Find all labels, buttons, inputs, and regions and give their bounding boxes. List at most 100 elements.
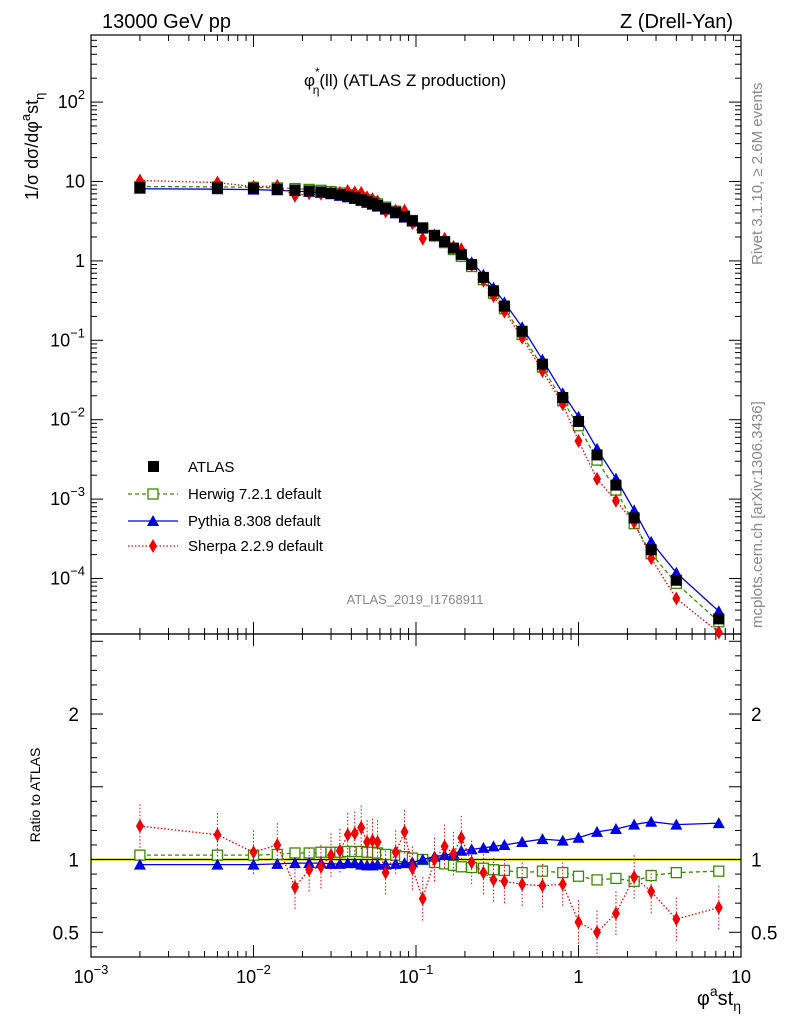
ratio-point-pythia <box>416 853 429 865</box>
main-point-sherpa <box>611 493 620 508</box>
main-point-atlas <box>628 512 640 524</box>
x-tick-label: 10−2 <box>236 962 271 987</box>
main-point-atlas <box>488 285 500 297</box>
main-point-atlas <box>670 574 682 586</box>
ratio-point-pythia <box>487 840 500 852</box>
main-point-atlas <box>406 215 418 227</box>
legend-entry-pythia: Pythia 8.308 default <box>128 513 321 530</box>
ratio-point-sherpa <box>373 835 382 850</box>
ratio-point-sherpa <box>400 824 409 839</box>
main-point-atlas <box>342 190 354 202</box>
ratio-point-sherpa <box>363 835 372 850</box>
main-point-atlas <box>439 236 451 248</box>
ratio-point-herwig <box>455 861 467 873</box>
ratio-point-herwig <box>591 874 603 886</box>
ratio-point-pythia <box>288 857 301 869</box>
header-left: 13000 GeV pp <box>102 11 231 33</box>
main-point-atlas <box>455 249 467 261</box>
main-point-sherpa <box>714 625 723 640</box>
main-y-tick-label: 10−1 <box>50 325 85 350</box>
x-tick-label: 10 <box>731 967 751 987</box>
ratio-point-pythia <box>628 818 641 830</box>
ratio-point-sherpa <box>593 925 602 940</box>
x-tick-label: 1 <box>573 967 583 987</box>
ratio-point-sherpa <box>249 845 258 860</box>
ratio-point-pythia <box>438 849 451 861</box>
main-point-atlas <box>447 242 459 254</box>
ratio-point-herwig <box>713 865 725 877</box>
ratio-point-herwig <box>645 869 657 882</box>
ratio-point-sherpa <box>467 855 476 870</box>
ratio-line-sherpa <box>139 825 719 934</box>
main-point-atlas <box>334 189 346 201</box>
ratio-point-sherpa <box>558 877 567 892</box>
header-right: Z (Drell-Yan) <box>620 11 733 33</box>
ratio-point-sherpa <box>381 865 390 880</box>
main-point-atlas <box>315 186 327 198</box>
main-point-atlas <box>610 479 622 491</box>
ratio-point-sherpa <box>391 845 400 860</box>
ratio-point-sherpa <box>357 820 366 835</box>
ratio-point-sherpa <box>350 826 359 841</box>
ratio-point-sherpa <box>630 869 639 884</box>
ratio-point-sherpa <box>574 915 583 930</box>
main-point-atlas <box>516 325 528 337</box>
main-point-atlas <box>477 271 489 283</box>
analysis-id-text: ATLAS_2019_I1768911 <box>347 592 484 607</box>
legend-pythia-label: Pythia 8.308 default <box>188 513 321 530</box>
main-point-atlas <box>645 544 657 556</box>
x-tick-label: 10−3 <box>74 962 109 987</box>
ratio-point-sherpa <box>273 837 282 852</box>
ratio-point-sherpa <box>479 865 488 880</box>
main-point-atlas <box>325 187 337 199</box>
main-point-atlas <box>248 182 259 194</box>
ratio-point-pythia <box>325 857 338 869</box>
ratio-point-herwig <box>610 872 622 885</box>
main-y-tick-label: 102 <box>58 87 85 112</box>
ratio-point-sherpa <box>647 884 656 899</box>
main-point-atlas <box>390 206 402 218</box>
ratio-point-herwig <box>670 866 682 879</box>
ratio-point-sherpa <box>457 830 466 845</box>
main-point-atlas <box>498 300 510 312</box>
legend-atlas-label: ATLAS <box>188 459 234 476</box>
main-point-atlas <box>380 202 392 214</box>
ratio-point-sherpa <box>672 912 681 927</box>
main-point-sherpa <box>672 591 681 606</box>
ratio-point-pythia <box>609 822 622 834</box>
main-point-atlas <box>417 222 429 234</box>
legend-herwig-marker <box>147 488 159 500</box>
ratio-y-tick-label-left: 2 <box>68 705 79 726</box>
legend-pythia-marker <box>147 515 159 526</box>
ratio-point-pythia <box>712 817 725 829</box>
ratio-point-pythia <box>455 844 468 856</box>
ratio-point-sherpa <box>489 872 498 887</box>
ratio-point-sherpa <box>335 843 344 858</box>
main-y-axis-label: 1/σ dσ/dφastη <box>18 93 47 200</box>
main-point-atlas <box>303 185 315 197</box>
ratio-point-herwig <box>289 847 301 859</box>
main-point-atlas <box>573 415 584 427</box>
main-y-tick-label: 10−3 <box>50 484 85 509</box>
main-point-atlas <box>591 449 603 461</box>
main-point-sherpa <box>593 471 602 486</box>
ratio-point-sherpa <box>343 827 352 842</box>
main-point-atlas <box>536 358 548 370</box>
plot-dynamic-layer: 10−4 10−3 10−2 10−1 1 10 102 0.5 0.5 1 1 2 2 10−3 10−2… <box>50 34 777 987</box>
ratio-point-sherpa <box>449 846 458 861</box>
ratio-y-tick-label-left: 1 <box>68 851 79 872</box>
main-point-atlas <box>134 182 146 194</box>
ratio-point-sherpa <box>418 891 427 906</box>
ratio-point-pythia <box>133 858 146 870</box>
ratio-point-pythia <box>247 858 260 870</box>
ratio-point-sherpa <box>368 833 377 848</box>
main-point-sherpa <box>574 433 583 448</box>
legend-entry-atlas: ATLAS <box>148 459 234 476</box>
ratio-y-tick-label-right: 1 <box>751 851 762 872</box>
main-y-tick-label: 10−4 <box>50 564 85 589</box>
ratio-point-pythia <box>556 834 569 846</box>
ratio-point-sherpa <box>430 852 439 867</box>
ratio-point-pythia <box>498 838 511 850</box>
legend-sherpa-marker <box>149 539 157 553</box>
ratio-point-herwig <box>303 847 315 859</box>
